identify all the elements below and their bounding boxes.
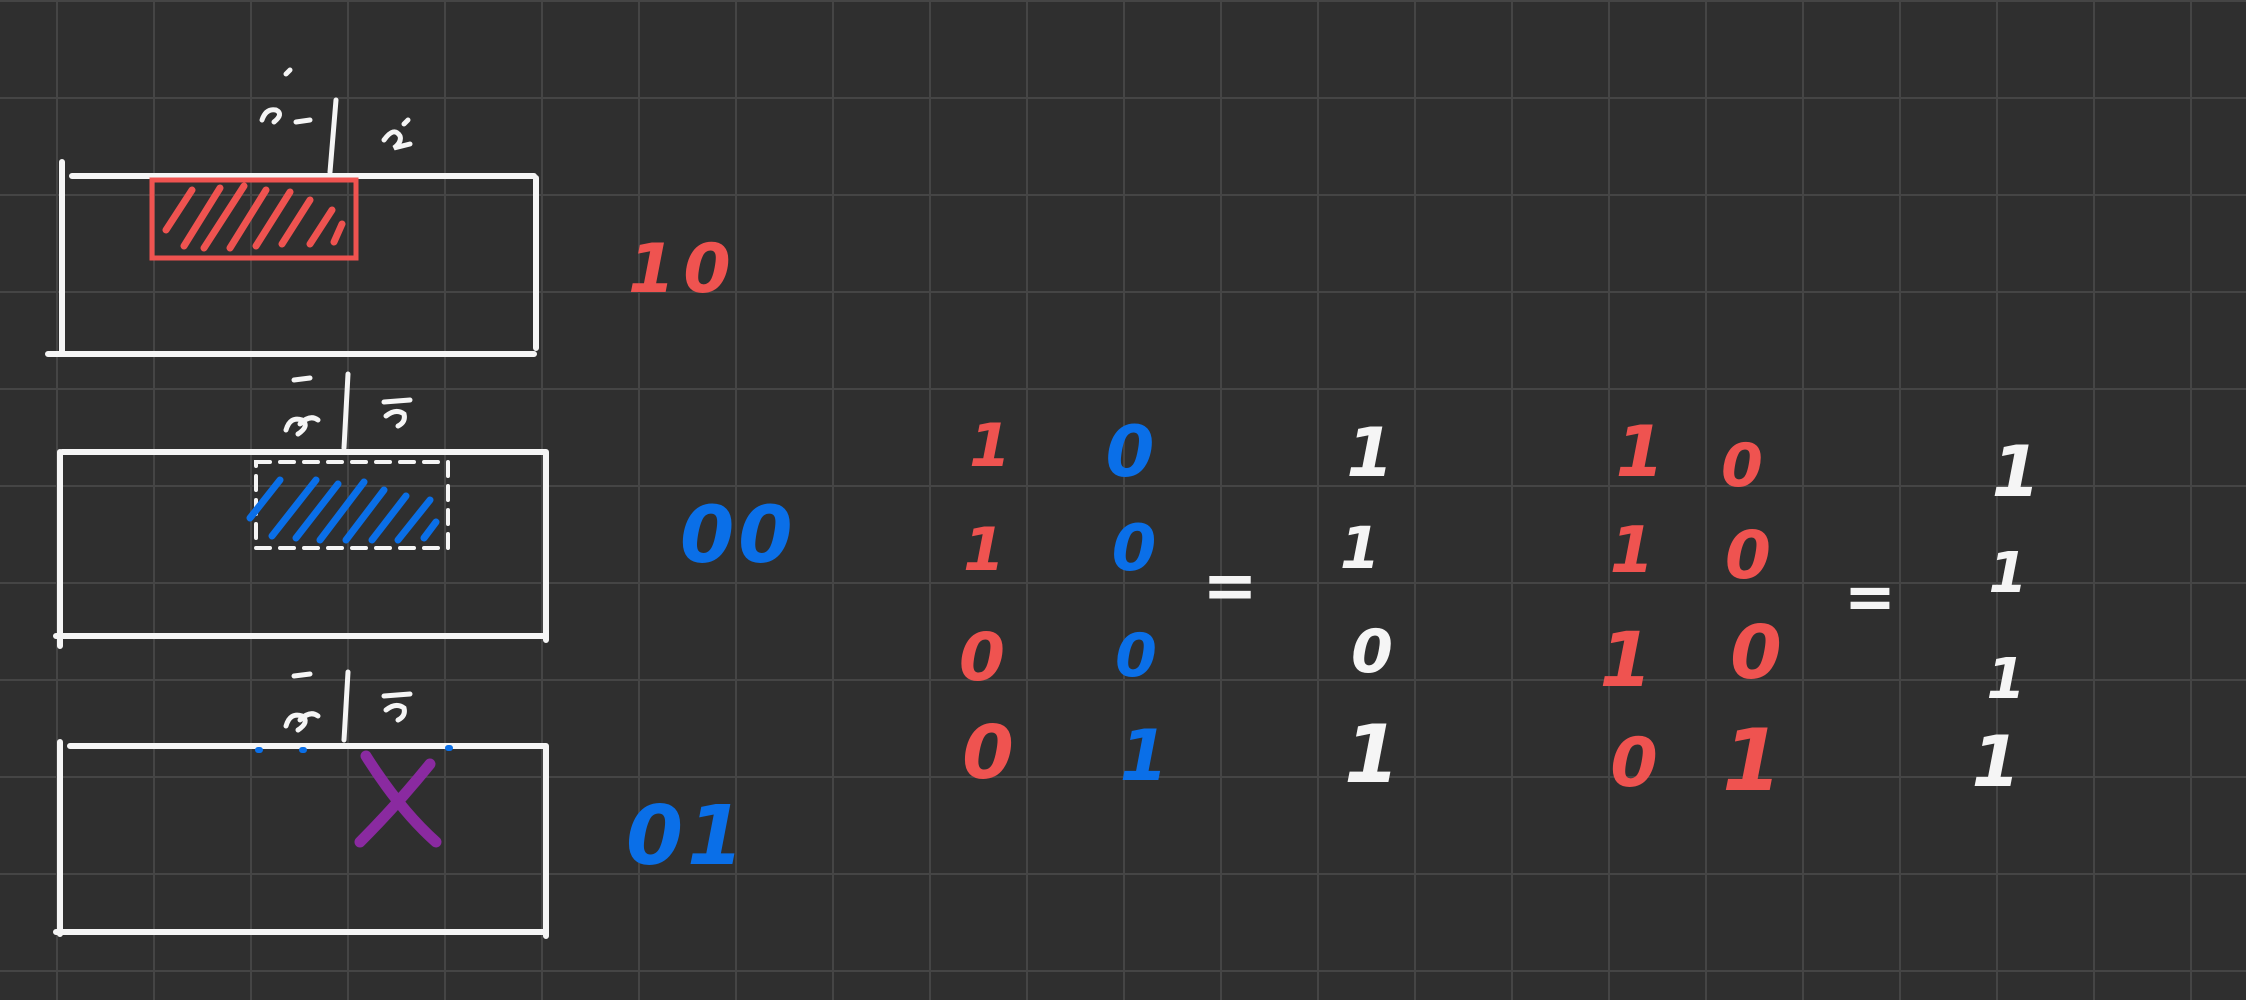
table-1-result-row-2: 1 — [1340, 514, 1380, 582]
table-1-b-row-3: 0 — [1115, 621, 1157, 691]
panel-1 — [45, 67, 539, 357]
table-2-a-row-1: 1 — [1616, 411, 1665, 493]
panel-1-red-hatching — [162, 182, 346, 252]
table-1-b-row-4: 1 — [1120, 715, 1169, 797]
panel-3-left-marker-icon — [283, 671, 321, 733]
panel-1-right-marker-icon — [381, 117, 413, 151]
table-2-result-row-2: 1 — [1989, 541, 2028, 606]
panel-2-divider — [341, 371, 351, 451]
table-2-a-row-4: 0 — [1610, 724, 1657, 803]
table-1-a-row-4: 0 — [962, 710, 1014, 796]
table-1-result-row-3: 0 — [1351, 617, 1393, 687]
table-2-equals: = — [1844, 560, 1896, 633]
table-2-result-row-3: 1 — [1987, 647, 2026, 712]
panel-1-frame — [45, 159, 539, 357]
panel-3-divider — [341, 669, 351, 743]
table-2-a-row-3: 1 — [1600, 615, 1653, 704]
table-2-a-row-2: 1 — [1610, 514, 1655, 588]
table-1-result-row-4: 1 — [1344, 708, 1400, 801]
panel-3 — [53, 669, 549, 939]
panel-3-code: 01 — [626, 789, 748, 884]
panel-3-frame — [53, 739, 549, 939]
table-2-b-row-4: 1 — [1722, 711, 1782, 811]
panel-3-purple-x-icon — [354, 750, 442, 848]
table-2-result-row-4: 1 — [1972, 721, 2021, 803]
table-1-a-row-1: 1 — [969, 411, 1011, 481]
table-1-a-row-2: 1 — [963, 515, 1005, 585]
table-2-b-row-2: 0 — [1725, 517, 1771, 594]
panel-2-blue-hatching — [246, 476, 440, 544]
panel-2-right-marker-icon — [381, 397, 413, 429]
panel-3-right-marker-icon — [381, 691, 413, 723]
panel-1-red-window — [149, 177, 359, 261]
table-2: 1 1 1 0 0 0 0 1 = 1 1 1 1 — [1600, 411, 2041, 811]
table-2-b-row-3: 0 — [1730, 610, 1782, 696]
table-1-equals: = — [1202, 547, 1257, 624]
panel-1-code: 10 — [628, 230, 739, 309]
panel-3-blue-dots — [255, 745, 453, 753]
panel-2-left-marker-icon — [283, 375, 321, 437]
table-2-b-row-1: 0 — [1721, 431, 1763, 501]
table-2-result-row-1: 1 — [1992, 431, 2041, 513]
panel-1-divider — [327, 97, 339, 175]
panel-1-left-marker-icon — [259, 67, 313, 125]
panel-2-code: 00 — [680, 491, 797, 581]
panel-2-frame — [53, 449, 549, 649]
table-1-a-row-3: 0 — [959, 619, 1005, 696]
panel-2 — [53, 371, 549, 649]
table-1: 1 1 0 0 0 0 0 1 = 1 1 0 1 — [959, 411, 1400, 801]
table-1-b-row-2: 0 — [1112, 512, 1157, 586]
table-1-b-row-1: 0 — [1106, 411, 1155, 493]
table-1-result-row-1: 1 — [1346, 414, 1393, 493]
